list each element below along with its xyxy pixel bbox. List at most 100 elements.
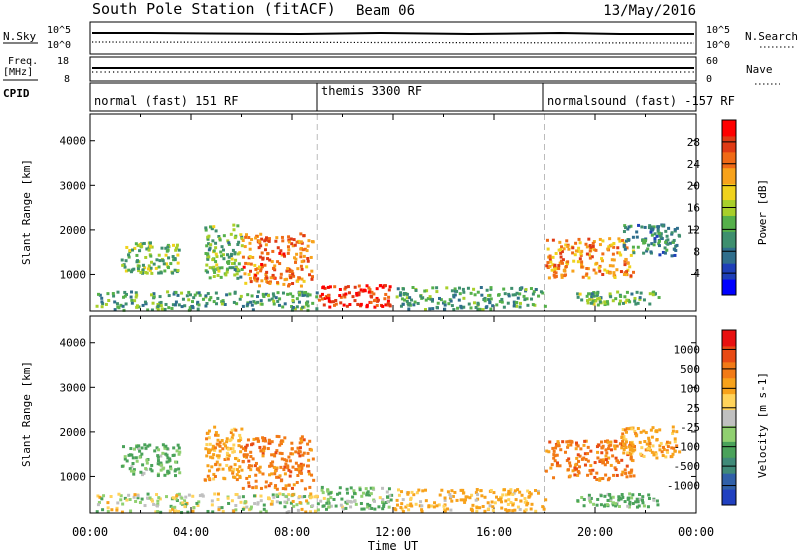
range-cell — [258, 445, 262, 449]
range-cell — [656, 229, 660, 233]
range-cell — [353, 285, 357, 289]
range-cell — [509, 488, 513, 492]
range-cell — [307, 470, 311, 474]
range-cell — [518, 507, 522, 511]
y-tick-label: 2000 — [60, 426, 87, 439]
range-cell — [516, 505, 520, 509]
range-cell — [205, 437, 209, 441]
range-cell — [630, 427, 634, 431]
range-cell — [122, 295, 126, 299]
range-cell — [123, 455, 127, 459]
range-cell — [214, 433, 218, 437]
range-cell — [188, 306, 192, 310]
range-cell — [289, 276, 293, 280]
range-cell — [310, 473, 314, 477]
range-cell — [583, 439, 587, 443]
range-cell — [206, 270, 210, 274]
range-cell — [157, 496, 161, 500]
range-cell — [387, 295, 391, 299]
range-cell — [174, 509, 178, 513]
range-cell — [435, 504, 439, 508]
range-cell — [420, 510, 424, 514]
colorbar-tick-label: 24 — [687, 158, 701, 171]
range-cell — [147, 248, 151, 252]
range-cell — [227, 255, 231, 259]
range-cell — [610, 258, 614, 262]
range-cell — [259, 299, 263, 303]
range-cell — [366, 502, 370, 506]
range-cell — [197, 303, 201, 307]
colorbar-swatch — [722, 345, 736, 363]
range-cell — [290, 305, 294, 309]
colorbar-swatch — [722, 489, 736, 506]
range-cell — [306, 292, 310, 296]
range-cell — [673, 437, 677, 441]
range-cell — [553, 263, 557, 267]
range-cell — [201, 494, 205, 498]
range-cell — [571, 246, 575, 250]
range-cell — [375, 304, 379, 308]
range-cell — [215, 442, 219, 446]
range-cell — [177, 446, 181, 450]
range-cell — [632, 474, 636, 478]
range-cell — [217, 506, 221, 510]
range-cell — [599, 494, 603, 498]
range-cell — [291, 294, 295, 298]
range-cell — [134, 291, 138, 295]
range-cell — [560, 250, 564, 254]
range-cell — [560, 261, 564, 265]
range-cell — [204, 226, 208, 230]
range-cell — [484, 306, 488, 310]
range-cell — [127, 268, 131, 272]
range-cell — [677, 233, 681, 237]
range-cell — [341, 507, 345, 511]
range-cell — [285, 459, 289, 463]
range-cell — [401, 498, 405, 502]
range-cell — [259, 494, 263, 498]
range-cell — [204, 228, 208, 232]
range-cell — [190, 300, 194, 304]
range-cell — [644, 239, 648, 243]
range-cell — [476, 302, 480, 306]
range-cell — [224, 273, 228, 277]
range-cell — [552, 476, 556, 480]
range-cell — [533, 489, 537, 493]
range-cell — [413, 300, 417, 304]
range-cell — [227, 501, 231, 505]
range-cell — [239, 275, 243, 279]
range-cell — [414, 502, 418, 506]
range-cell — [245, 304, 249, 308]
range-cell — [229, 232, 233, 236]
range-cell — [567, 247, 571, 251]
range-cell — [325, 501, 329, 505]
range-cell — [461, 488, 465, 492]
range-cell — [129, 270, 133, 274]
range-cell — [206, 448, 210, 452]
range-cell — [671, 425, 675, 429]
range-cell — [574, 463, 578, 467]
range-cell — [237, 470, 241, 474]
range-cell — [279, 249, 283, 253]
range-cell — [123, 265, 127, 269]
range-cell — [410, 504, 414, 508]
range-cell — [472, 301, 476, 305]
range-cell — [214, 291, 218, 295]
range-cell — [121, 502, 125, 506]
range-cell — [256, 300, 260, 304]
range-cell — [128, 249, 132, 253]
range-cell — [603, 301, 607, 305]
range-cell — [263, 263, 267, 267]
colorbar-swatch — [722, 457, 736, 474]
power-colorbar-label: Power [dB] — [756, 179, 769, 245]
nave-label: Nave — [746, 63, 773, 76]
range-cell — [592, 248, 596, 252]
range-cell — [111, 292, 115, 296]
range-cell — [169, 467, 173, 471]
range-cell — [235, 272, 239, 276]
range-cell — [334, 504, 338, 508]
range-cell — [365, 284, 369, 288]
range-cell — [209, 243, 213, 247]
range-cell — [651, 293, 655, 297]
